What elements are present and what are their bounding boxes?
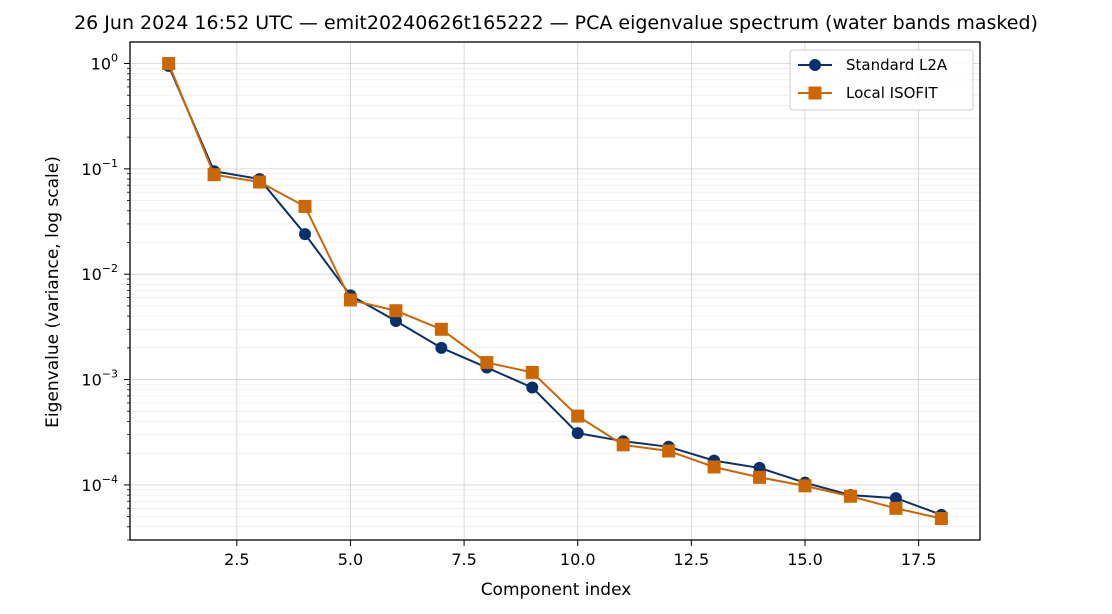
data-point-square [571,409,585,423]
y-tick-label: 10−2 [81,262,118,284]
legend: Standard L2A Local ISOFIT [789,49,974,111]
grid-lines [130,42,980,541]
data-point-square [616,438,630,452]
x-axis-label: Component index [481,580,632,600]
x-tick-label: 15.0 [787,550,823,569]
y-tick-label: 100 [91,52,118,74]
data-point-square [207,168,221,182]
data-point-circle [299,228,311,241]
data-point-square [434,322,448,336]
legend-marker-square [808,86,822,100]
y-tick-label: 10−4 [81,473,118,495]
data-point-square [753,470,767,484]
plot-frame [129,41,981,541]
data-point-square [934,511,948,525]
legend-item: Standard L2A [798,56,948,74]
data-point-circle [571,427,584,440]
data-point-square [343,293,357,307]
data-point-square [525,365,539,379]
data-point-square [843,489,857,503]
y-axis-label: Eigenvalue (variance, log scale) [43,156,63,428]
x-tick-label: 7.5 [451,550,476,569]
legend-label: Standard L2A [846,56,948,74]
series-line [167,63,942,520]
legend-item: Local ISOFIT [798,84,938,102]
data-point-square [162,57,176,71]
data-point-circle [526,381,539,394]
legend-marker-circle [809,59,821,71]
y-tick-label: 10−3 [81,368,118,390]
data-point-circle [889,492,902,505]
chart-title: 26 Jun 2024 16:52 UTC — emit20240626t165… [74,12,1038,34]
legend-box [789,49,974,111]
data-point-square [389,304,403,318]
data-point-square [707,460,721,474]
x-tick-label: 5.0 [338,550,363,569]
data-point-square [662,444,676,458]
series-local-isofit [162,57,948,525]
data-point-square [298,199,312,213]
x-tick-label: 2.5 [224,550,249,569]
x-tick-label: 17.5 [901,550,937,569]
x-tick-label: 10.0 [560,550,596,569]
data-point-square [889,501,903,515]
data-point-square [480,356,494,370]
y-tick-label: 10−1 [81,157,118,179]
legend-label: Local ISOFIT [846,84,938,102]
axis-ticks: 2.5 5.0 7.5 10.0 12.5 15.0 17.5 10−4 10−3 10−2 10−… [81,52,936,569]
data-point-circle [389,314,402,327]
x-tick-label: 12.5 [674,550,710,569]
series-layer [162,57,948,525]
data-point-circle [435,341,448,354]
data-point-square [798,479,812,493]
data-point-square [253,175,267,189]
series-line [167,65,942,516]
